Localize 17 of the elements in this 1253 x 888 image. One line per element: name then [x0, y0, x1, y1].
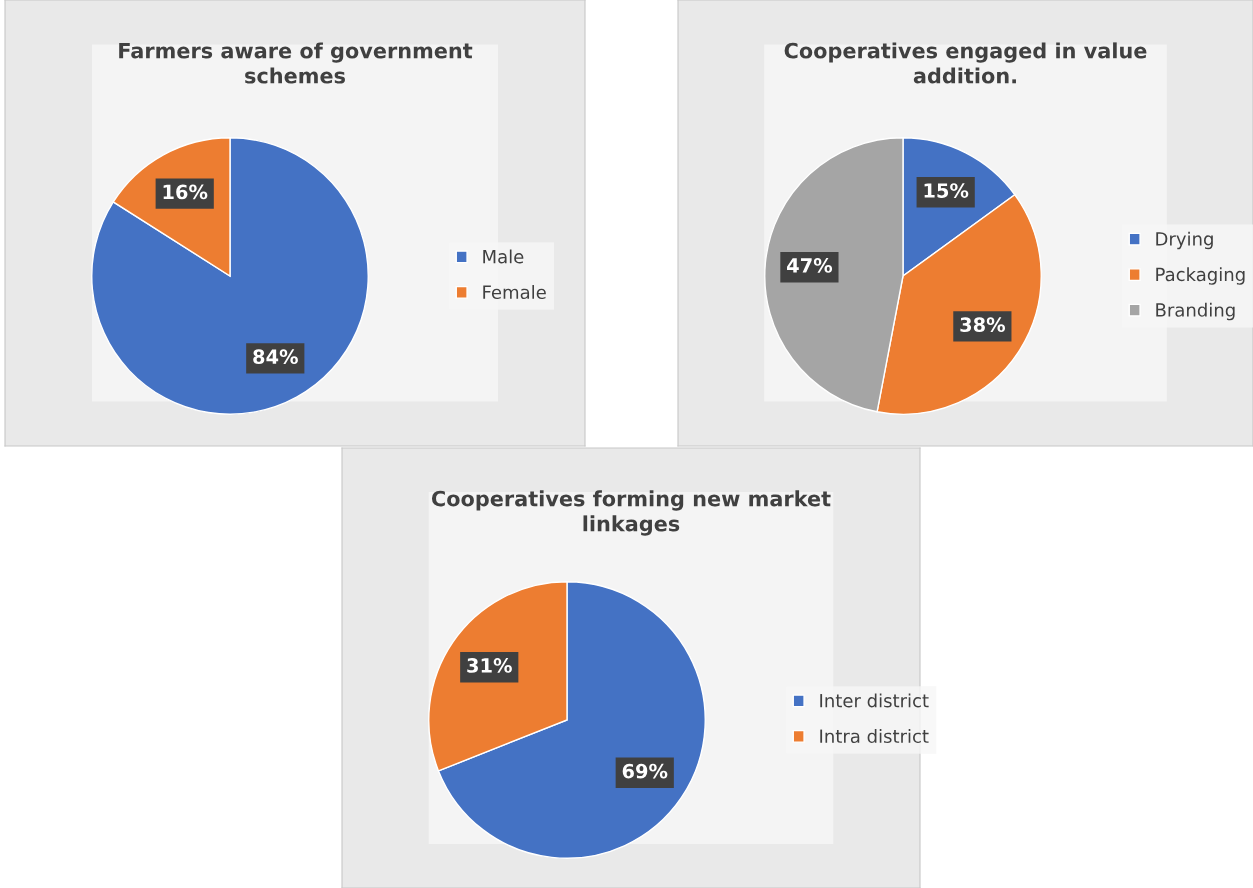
legend-label: Packaging	[1156, 267, 1245, 285]
legend-label: Inter district	[820, 693, 929, 708]
legend-label: Branding	[1156, 302, 1235, 321]
data-label: 47%	[787, 258, 833, 273]
data-label: 15%	[924, 183, 969, 198]
data-label: 69%	[622, 763, 668, 779]
data-label: 31%	[467, 658, 512, 673]
legend-label: Male	[483, 249, 524, 264]
data-label: 16%	[163, 184, 208, 200]
chart-title: Cooperatives forming new market linkages	[431, 490, 831, 536]
chart-title: Cooperatives engaged in value addition.	[784, 42, 1147, 84]
legend-label: Female	[483, 285, 546, 299]
data-label: 84%	[253, 349, 298, 365]
data-label: 38%	[960, 317, 1006, 333]
chart-title: Farmers aware of government schemes	[119, 42, 473, 84]
legend-label: Intra district	[820, 729, 929, 743]
legend-label: Drying	[1156, 231, 1213, 250]
